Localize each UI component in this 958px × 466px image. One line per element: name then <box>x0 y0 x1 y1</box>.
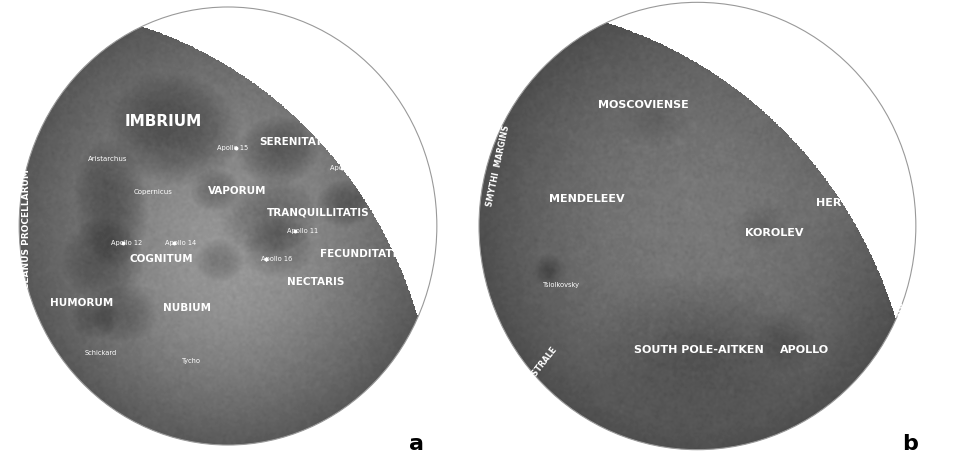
Text: SMYTHI  MARGINS: SMYTHI MARGINS <box>485 124 512 207</box>
Text: Apollo 17: Apollo 17 <box>330 165 361 171</box>
Text: Tycho: Tycho <box>182 358 201 363</box>
Text: Luna 24: Luna 24 <box>386 206 413 212</box>
Text: ORIENTALE: ORIENTALE <box>891 296 910 347</box>
Text: Luna 16: Luna 16 <box>386 228 413 233</box>
Text: SERENITATIS: SERENITATIS <box>260 137 334 147</box>
Text: SOUTH POLE-AITKEN: SOUTH POLE-AITKEN <box>634 345 764 356</box>
Text: NECTARIS: NECTARIS <box>287 277 345 287</box>
Text: AUSTRALE: AUSTRALE <box>523 344 559 387</box>
Text: KOROLEV: KOROLEV <box>744 228 804 238</box>
Text: Apollo 14: Apollo 14 <box>165 240 196 246</box>
Text: OCEANUS PROCELLARUM: OCEANUS PROCELLARUM <box>22 169 32 297</box>
Text: FECUNDITATIS: FECUNDITATIS <box>320 249 404 259</box>
Text: a: a <box>409 434 424 454</box>
Text: MENDELEEV: MENDELEEV <box>550 194 625 205</box>
Text: Luna 20: Luna 20 <box>386 217 413 223</box>
Text: APOLLO: APOLLO <box>780 345 830 356</box>
Text: Copernicus: Copernicus <box>134 189 173 195</box>
Text: MOSCOVIENSE: MOSCOVIENSE <box>599 100 689 110</box>
Text: COGNITUM: COGNITUM <box>129 254 193 264</box>
Text: b: b <box>902 434 918 454</box>
Text: Tsiolkovsky: Tsiolkovsky <box>543 282 581 288</box>
Text: FRIGORIS: FRIGORIS <box>200 30 256 40</box>
Text: IMBRIUM: IMBRIUM <box>125 114 201 129</box>
Text: CRISIUM: CRISIUM <box>363 172 413 182</box>
Text: Apollo 11: Apollo 11 <box>287 228 318 233</box>
Text: TRANQUILLITATIS: TRANQUILLITATIS <box>266 207 370 217</box>
Text: HERTZSPRUNG: HERTZSPRUNG <box>816 198 908 208</box>
Text: NUBIUM: NUBIUM <box>163 302 211 313</box>
Text: HUMORUM: HUMORUM <box>50 298 113 308</box>
Text: Apollo 15: Apollo 15 <box>217 145 248 151</box>
Text: Schickard: Schickard <box>84 350 117 356</box>
Text: Apollo 16: Apollo 16 <box>261 256 292 262</box>
Text: Aristarchus: Aristarchus <box>88 157 127 162</box>
Text: Apollo 12: Apollo 12 <box>111 240 143 246</box>
Text: VAPORUM: VAPORUM <box>208 186 267 196</box>
